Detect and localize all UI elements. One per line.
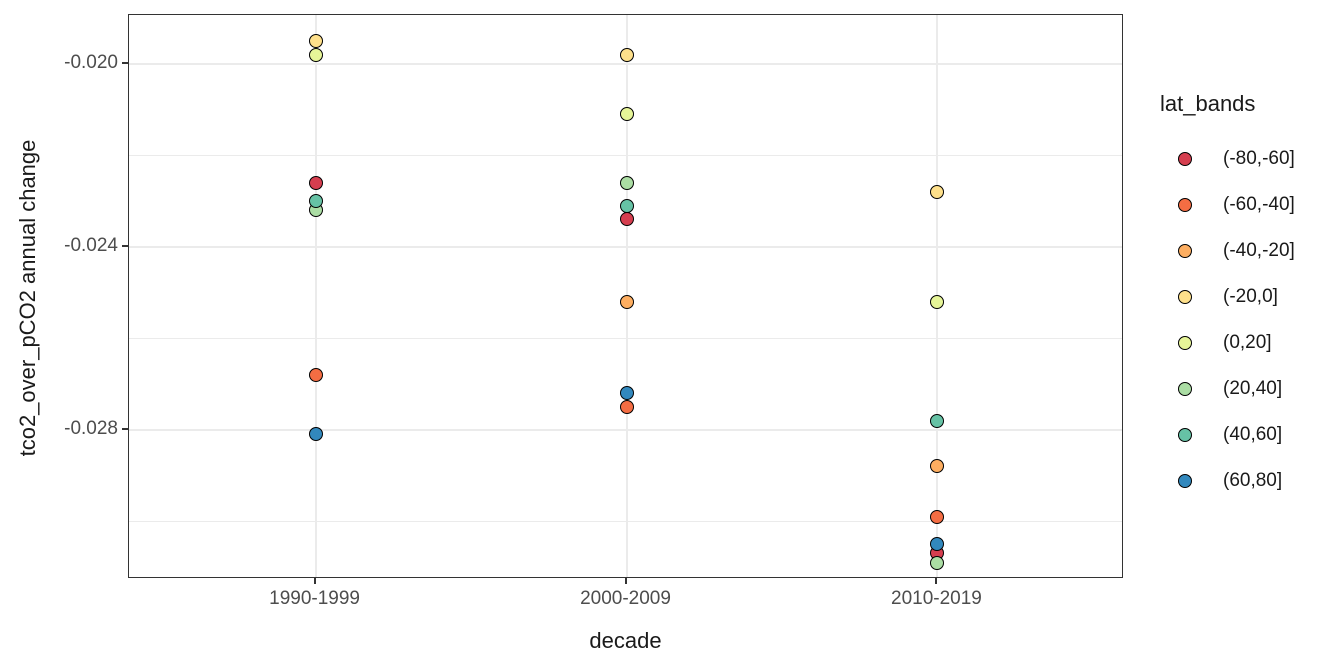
legend-key-circle bbox=[1178, 290, 1192, 304]
legend-entry: (-40,-20] bbox=[1160, 228, 1340, 274]
v-gridline bbox=[314, 15, 317, 577]
legend-label: (-20,0] bbox=[1223, 286, 1278, 307]
legend-key-circle bbox=[1178, 244, 1192, 258]
legend-key-circle bbox=[1178, 336, 1192, 350]
x-tick-mark bbox=[313, 578, 316, 584]
legend-key-circle bbox=[1178, 428, 1192, 442]
plot-panel bbox=[128, 14, 1123, 578]
y-tick-mark bbox=[122, 427, 128, 430]
legend-key-circle bbox=[1178, 382, 1192, 396]
legend-entry: (0,20] bbox=[1160, 320, 1340, 366]
x-tick-label: 2010-2019 bbox=[891, 588, 982, 609]
legend-label: (60,80] bbox=[1223, 470, 1283, 491]
legend-entry: (20,40] bbox=[1160, 366, 1340, 412]
legend-entry: (-80,-60] bbox=[1160, 136, 1340, 182]
data-point bbox=[308, 367, 323, 382]
y-tick-mark bbox=[122, 61, 128, 64]
data-point bbox=[619, 400, 634, 414]
data-point bbox=[308, 34, 323, 49]
x-tick-label: 2000-2009 bbox=[580, 588, 671, 609]
data-point bbox=[308, 47, 323, 62]
legend-label: (-60,-40] bbox=[1223, 194, 1295, 215]
data-point bbox=[619, 212, 634, 227]
data-point bbox=[930, 537, 945, 552]
y-tick-label: -0.028 bbox=[64, 417, 118, 439]
legend-label: (20,40] bbox=[1223, 378, 1283, 399]
legend-entry: (-60,-40] bbox=[1160, 182, 1340, 228]
data-point bbox=[619, 198, 634, 213]
x-axis-title: decade bbox=[589, 628, 662, 653]
x-tick-label: 1990-1999 bbox=[269, 588, 360, 609]
legend-key-circle bbox=[1178, 474, 1192, 488]
data-point bbox=[619, 107, 634, 122]
data-point bbox=[930, 555, 945, 570]
legend-entry: (40,60] bbox=[1160, 412, 1340, 458]
data-point bbox=[619, 294, 634, 309]
data-point bbox=[308, 175, 323, 190]
data-point bbox=[930, 413, 945, 428]
y-tick-label: -0.024 bbox=[64, 234, 118, 256]
data-point bbox=[308, 427, 323, 442]
data-point bbox=[619, 386, 634, 401]
legend: lat_bands (-80,-60] (-60,-40] (-40,-20] (-2… bbox=[1160, 90, 1340, 504]
data-point bbox=[930, 294, 945, 309]
legend-label: (40,60] bbox=[1223, 424, 1283, 445]
legend-entries: (-80,-60] (-60,-40] (-40,-20] (-20,0] (0,20]… bbox=[1160, 136, 1340, 504]
y-axis-title: tco2_over_pCO2 annual change bbox=[15, 139, 40, 457]
data-point bbox=[930, 185, 945, 200]
x-tick-mark bbox=[624, 578, 627, 584]
y-tick-mark bbox=[122, 244, 128, 247]
legend-label: (-80,-60] bbox=[1223, 148, 1295, 169]
legend-key-circle bbox=[1178, 152, 1192, 166]
data-point bbox=[619, 47, 634, 62]
data-point bbox=[930, 509, 945, 524]
x-tick-mark bbox=[935, 578, 938, 584]
data-point bbox=[308, 194, 323, 209]
legend-label: (-40,-20] bbox=[1223, 240, 1295, 261]
legend-key-circle bbox=[1178, 198, 1192, 212]
y-tick-label: -0.020 bbox=[64, 51, 118, 73]
data-point bbox=[619, 175, 634, 190]
legend-label: (0,20] bbox=[1223, 332, 1272, 353]
legend-title: lat_bands bbox=[1160, 91, 1256, 116]
data-point bbox=[930, 459, 945, 474]
legend-entry: (60,80] bbox=[1160, 458, 1340, 504]
legend-entry: (-20,0] bbox=[1160, 274, 1340, 320]
